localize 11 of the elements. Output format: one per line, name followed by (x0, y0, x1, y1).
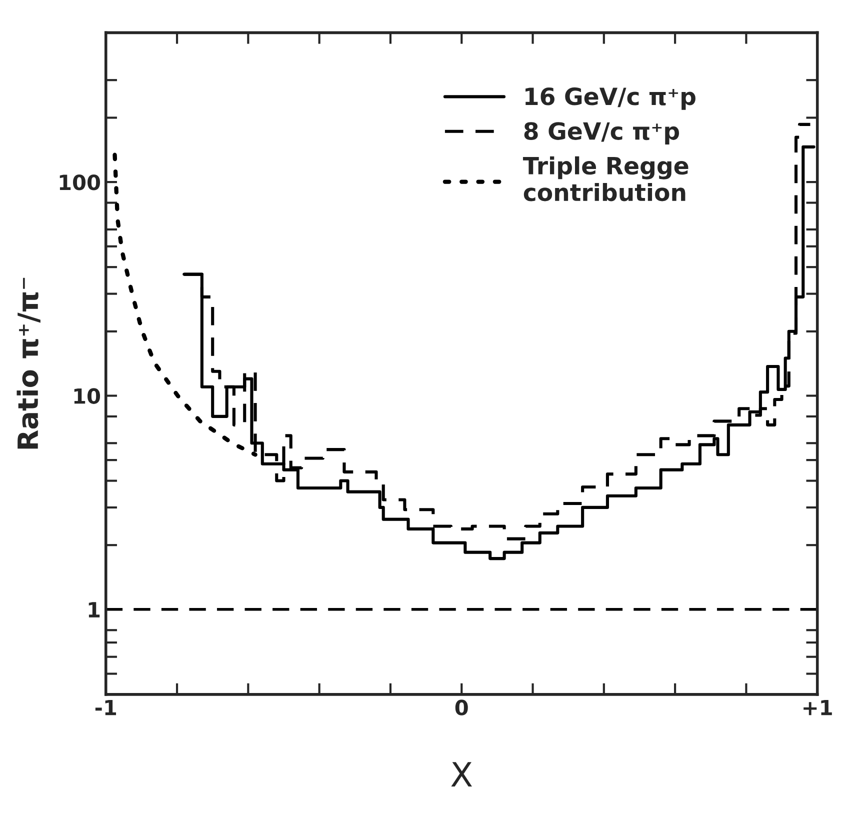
x-tick-label: 0 (455, 700, 468, 716)
y-tick-label: 100 (60, 174, 100, 190)
y-tick-label: 1 (88, 602, 100, 618)
legend-label: Triple Regge contribution (522, 156, 688, 202)
y-tick-label: 10 (74, 388, 100, 404)
x-tick-label: -1 (95, 700, 116, 716)
legend-label: 16 GeV/c π⁺p (526, 87, 696, 110)
legend-label: 8 GeV/c π⁺p (524, 122, 680, 145)
y-axis-title: Ratio π⁺/π⁻ (16, 278, 40, 449)
x-axis-title: X (451, 762, 472, 786)
x-tick-label: +1 (804, 700, 832, 716)
